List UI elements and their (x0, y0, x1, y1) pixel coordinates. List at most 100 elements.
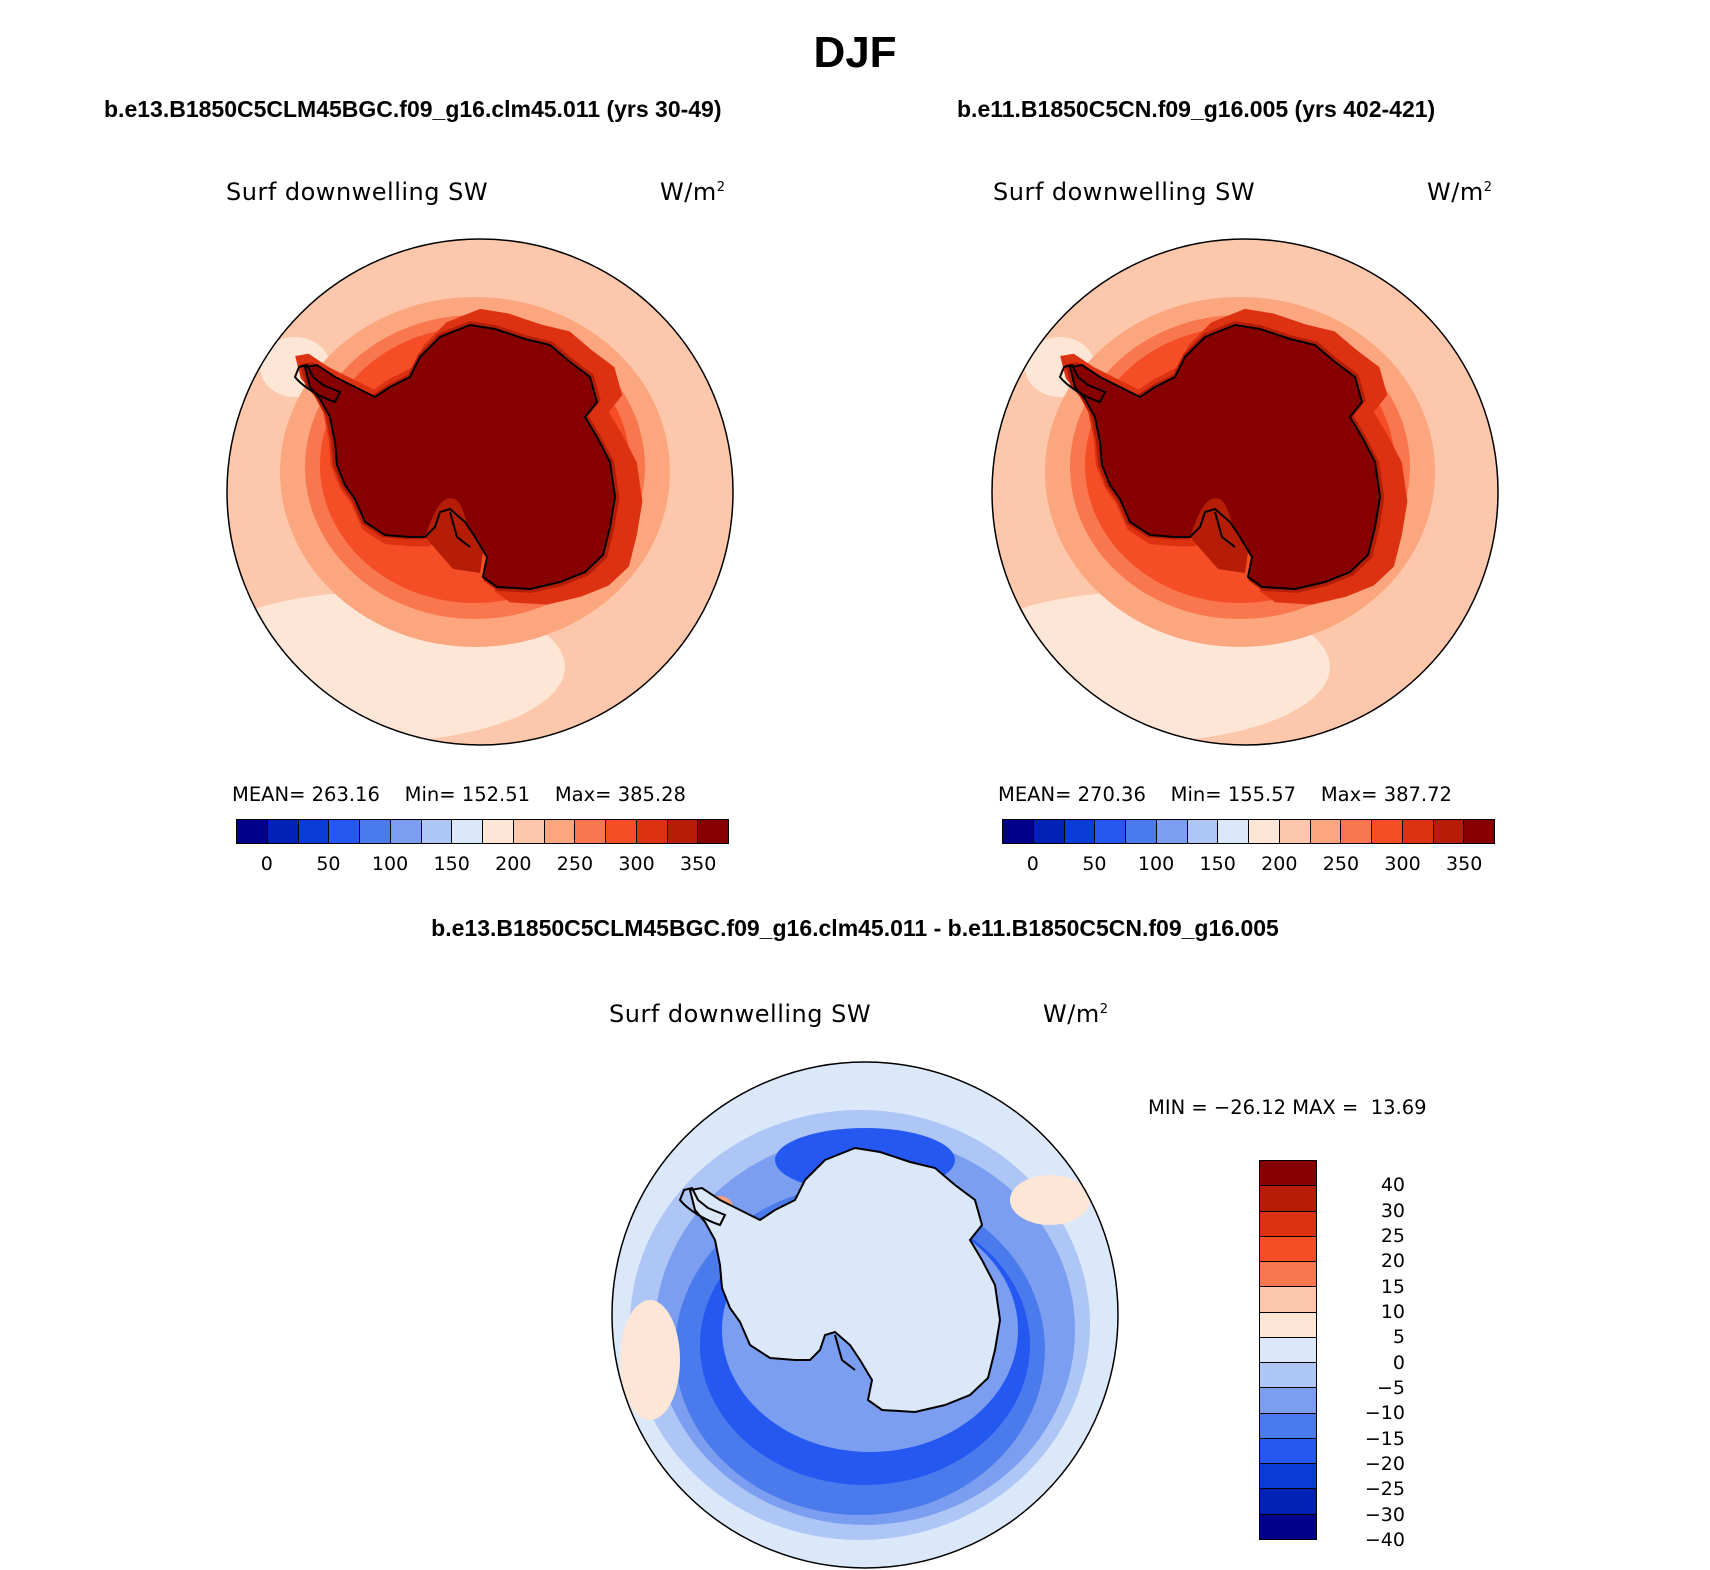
panel1-mean-label: MEAN= (232, 783, 306, 806)
field-band (1190, 498, 1248, 573)
colorbar-case1-ticks: 0 50 100 150 200 250 300 350 (236, 853, 729, 879)
colorbar-tick-label: −20 (1364, 1453, 1405, 1475)
colorbar-swatch (1260, 1211, 1316, 1237)
colorbar-swatch (1260, 1388, 1316, 1414)
difference-title: b.e13.B1850C5CLM45BGC.f09_g16.clm45.011 … (431, 915, 1279, 941)
panel1-max-label: Max= (554, 783, 612, 806)
coastline (688, 1146, 1002, 1414)
colorbar-difference (1259, 1160, 1317, 1540)
colorbar-swatch (237, 820, 268, 843)
colorbar-tick-label: 100 (371, 853, 409, 875)
colorbar-tick-label: −5 (1376, 1377, 1405, 1399)
colorbar-swatch (698, 820, 728, 843)
colorbar-swatch (1033, 820, 1065, 843)
field-band (620, 1300, 680, 1420)
panel2-mean-value: 270.36 (1077, 783, 1146, 806)
colorbar-tick-label: 200 (1261, 853, 1298, 875)
colorbar-swatch (421, 820, 453, 843)
colorbar-swatch (513, 820, 545, 843)
colorbar-swatch (452, 820, 483, 843)
colorbar-swatch (483, 820, 514, 843)
colorbar-swatch (1433, 820, 1465, 843)
panel2-stats: MEAN= 270.36 Min= 155.57 Max= 387.72 (998, 783, 1452, 806)
colorbar-tick-label: 0 (1026, 853, 1039, 875)
colorbar-tick-label: 350 (1446, 853, 1483, 875)
coastline (449, 511, 471, 548)
colorbar-swatch (1260, 1438, 1316, 1465)
map-field (227, 239, 733, 745)
panel2-variable-label: Surf downwelling SW (993, 178, 1256, 206)
case1-title: b.e13.B1850C5CLM45BGC.f09_g16.clm45.011 … (104, 96, 722, 122)
colorbar-swatch (298, 820, 330, 843)
colorbar-swatch (1260, 1464, 1316, 1490)
colorbar-swatch (575, 820, 606, 843)
panel1-max-value: 385.28 (617, 783, 686, 806)
colorbar-tick-label: 50 (1082, 853, 1107, 875)
colorbar-swatch (1003, 820, 1034, 843)
panel1-variable-label: Surf downwelling SW (226, 178, 489, 206)
colorbar-swatch (1279, 820, 1311, 843)
colorbar-tick-label: 30 (1380, 1199, 1405, 1222)
colorbar-swatch (1310, 820, 1342, 843)
colorbar-swatch (1372, 820, 1403, 843)
field-band (1010, 1175, 1090, 1225)
colorbar-tick-label: 300 (1384, 853, 1421, 875)
colorbar-tick-label: 250 (1322, 853, 1360, 875)
colorbar-swatch (1064, 820, 1096, 843)
colorbar-swatch (1260, 1236, 1316, 1263)
colorbar-swatch (544, 820, 576, 843)
colorbar-tick-label: 0 (1392, 1351, 1405, 1374)
colorbar-swatch (1341, 820, 1372, 843)
colorbar-tick-label: 5 (1392, 1326, 1405, 1349)
field-band (1070, 325, 1380, 589)
colorbar-swatch (1260, 1363, 1316, 1389)
panel2-min-value: 155.57 (1227, 783, 1297, 806)
colorbar-tick-label: −30 (1364, 1503, 1405, 1526)
panel1-stats: MEAN= 263.16 Min= 152.51 Max= 385.28 (232, 783, 686, 806)
colorbar-swatch (1187, 820, 1219, 843)
coastline (303, 323, 617, 591)
map-field (992, 239, 1498, 745)
colorbar-swatch (1260, 1514, 1316, 1539)
colorbar-tick-label: 25 (1380, 1225, 1405, 1247)
map-boundary (991, 238, 1499, 746)
colorbar-tick-label: −10 (1364, 1402, 1405, 1425)
map-field (612, 1062, 1118, 1568)
colorbar-tick-label: 15 (1380, 1275, 1405, 1298)
colorbar-case2-ticks: 0 50 100 150 200 250 300 350 (1002, 853, 1495, 879)
colorbar-swatch (1260, 1489, 1316, 1515)
panel1-mean-value: 263.16 (311, 783, 380, 806)
colorbar-tick-label: 150 (1199, 853, 1236, 875)
colorbar-tick-label: 300 (618, 853, 655, 875)
coastline (1058, 363, 1107, 404)
panel1-min-label: Min= (404, 783, 456, 806)
colorbar-swatch (1260, 1312, 1316, 1338)
colorbar-swatch (1249, 820, 1280, 843)
coastline (678, 1186, 727, 1227)
field-band (690, 1148, 1000, 1412)
colorbar-tick-label: −25 (1364, 1478, 1405, 1501)
coastline (1068, 323, 1382, 591)
colorbar-swatch (1260, 1337, 1316, 1364)
colorbar-tick-label: 10 (1380, 1301, 1405, 1323)
colorbar-swatch (1464, 820, 1494, 843)
colorbar-swatch (1260, 1161, 1316, 1187)
colorbar-swatch (1260, 1287, 1316, 1313)
colorbar-case1 (236, 819, 729, 844)
colorbar-swatch (1402, 820, 1434, 843)
colorbar-swatch (606, 820, 637, 843)
colorbar-swatch (1260, 1186, 1316, 1212)
colorbar-tick-label: −15 (1364, 1427, 1405, 1450)
colorbar-tick-label: −40 (1364, 1529, 1405, 1551)
colorbar-swatch (1218, 820, 1249, 843)
map-panel-case1 (226, 238, 734, 746)
panel3-minmax: MIN = −26.12 MAX = 13.69 (1148, 1096, 1427, 1119)
panel2-max-label: Max= (1320, 783, 1378, 806)
colorbar-swatch (1156, 820, 1188, 843)
colorbar-tick-label: 150 (433, 853, 470, 875)
colorbar-swatch (667, 820, 699, 843)
panel2-max-value: 387.72 (1383, 783, 1452, 806)
colorbar-tick-label: 20 (1380, 1250, 1405, 1273)
colorbar-swatch (267, 820, 299, 843)
colorbar-tick-label: 200 (495, 853, 532, 875)
